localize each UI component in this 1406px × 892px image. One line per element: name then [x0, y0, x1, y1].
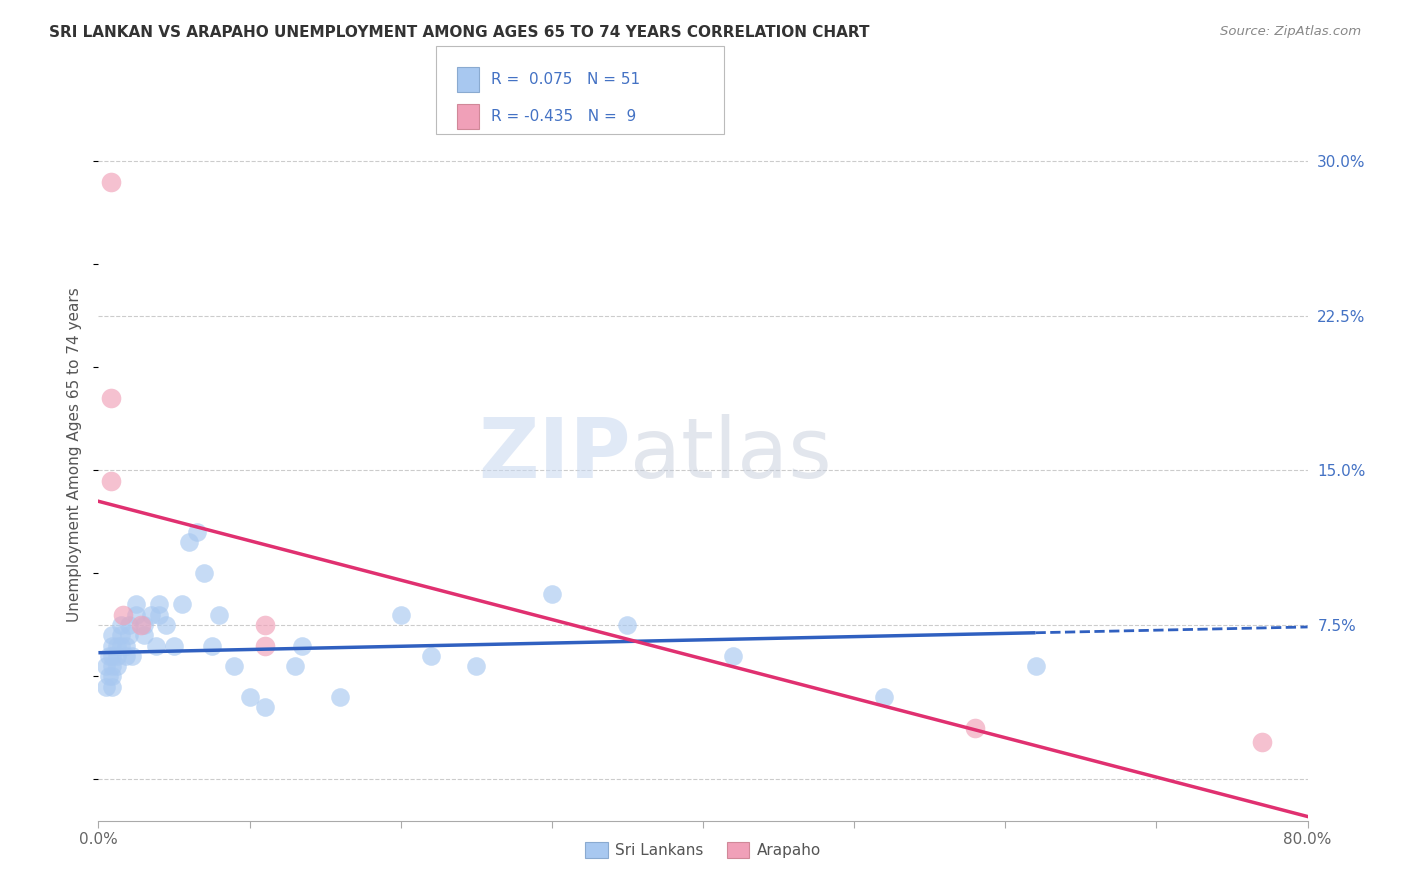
Text: Source: ZipAtlas.com: Source: ZipAtlas.com — [1220, 25, 1361, 38]
Point — [132, 618, 155, 632]
Y-axis label: Unemployment Among Ages 65 to 74 years: Unemployment Among Ages 65 to 74 years — [67, 287, 83, 623]
Point — [100, 474, 122, 488]
Point — [101, 648, 124, 663]
Point — [284, 659, 307, 673]
Text: R = -0.435   N =  9: R = -0.435 N = 9 — [491, 110, 636, 124]
Point — [239, 690, 262, 704]
Point — [101, 669, 124, 683]
Point — [253, 639, 276, 653]
Point — [723, 648, 745, 663]
Point — [253, 618, 276, 632]
Point — [389, 607, 412, 622]
Point — [224, 659, 246, 673]
Point — [193, 566, 215, 581]
Point — [111, 607, 134, 622]
Point — [141, 607, 163, 622]
Point — [616, 618, 638, 632]
Point — [118, 618, 141, 632]
Point — [98, 648, 121, 663]
Text: atlas: atlas — [630, 415, 832, 495]
Point — [114, 648, 136, 663]
Point — [105, 659, 128, 673]
Point — [208, 607, 231, 622]
Text: ZIP: ZIP — [478, 415, 630, 495]
Point — [100, 175, 122, 189]
Point — [110, 628, 132, 642]
Point — [155, 618, 177, 632]
Point — [186, 525, 208, 540]
Point — [101, 639, 124, 653]
Point — [132, 628, 155, 642]
Point — [873, 690, 896, 704]
Point — [1024, 659, 1046, 673]
Point — [253, 700, 276, 714]
Point — [965, 721, 987, 735]
Point — [1251, 735, 1274, 749]
Point — [101, 628, 124, 642]
Text: R =  0.075   N = 51: R = 0.075 N = 51 — [491, 71, 640, 87]
Point — [110, 639, 132, 653]
Point — [201, 639, 224, 653]
Point — [179, 535, 201, 549]
Point — [118, 628, 141, 642]
Point — [105, 639, 128, 653]
Point — [94, 659, 117, 673]
Point — [291, 639, 314, 653]
Text: SRI LANKAN VS ARAPAHO UNEMPLOYMENT AMONG AGES 65 TO 74 YEARS CORRELATION CHART: SRI LANKAN VS ARAPAHO UNEMPLOYMENT AMONG… — [49, 25, 870, 40]
Point — [121, 648, 143, 663]
Point — [148, 607, 170, 622]
Point — [170, 597, 193, 611]
Point — [420, 648, 443, 663]
Point — [125, 607, 148, 622]
Point — [540, 587, 562, 601]
Point — [125, 597, 148, 611]
Legend: Sri Lankans, Arapaho: Sri Lankans, Arapaho — [578, 836, 828, 864]
Point — [94, 680, 117, 694]
Point — [98, 669, 121, 683]
Point — [129, 618, 152, 632]
Point — [465, 659, 488, 673]
Point — [110, 618, 132, 632]
Point — [329, 690, 352, 704]
Point — [101, 680, 124, 694]
Point — [145, 639, 167, 653]
Point — [105, 648, 128, 663]
Point — [163, 639, 186, 653]
Point — [101, 659, 124, 673]
Point — [100, 391, 122, 405]
Point — [114, 639, 136, 653]
Point — [148, 597, 170, 611]
